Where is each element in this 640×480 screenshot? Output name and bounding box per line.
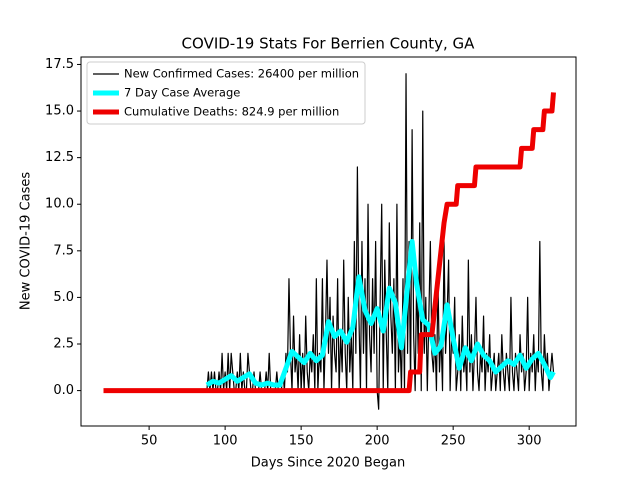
x-tick-label: 100 bbox=[213, 434, 238, 449]
legend-label: Cumulative Deaths: 824.9 per million bbox=[124, 105, 339, 119]
legend-label: 7 Day Case Average bbox=[124, 86, 240, 100]
y-tick-label: 0.0 bbox=[53, 383, 74, 398]
y-tick-label: 7.5 bbox=[53, 243, 74, 258]
x-tick-label: 300 bbox=[517, 434, 542, 449]
series-line bbox=[103, 92, 556, 394]
legend-frame bbox=[86, 61, 366, 125]
series-line bbox=[205, 239, 556, 388]
x-tick-label: 50 bbox=[141, 434, 158, 449]
axes-frame bbox=[80, 56, 577, 427]
y-tick-label: 2.5 bbox=[53, 337, 74, 352]
y-tick-label: 17.5 bbox=[45, 57, 74, 72]
chart-title: COVID-19 Stats For Berrien County, GA bbox=[182, 35, 476, 53]
legend-label: New Confirmed Cases: 26400 per million bbox=[124, 67, 359, 81]
y-tick-label: 10.0 bbox=[45, 197, 74, 212]
x-axis-label: Days Since 2020 Began bbox=[251, 456, 406, 471]
y-axis-label: New COVID-19 Cases bbox=[19, 172, 34, 310]
y-tick-label: 5.0 bbox=[53, 290, 74, 305]
x-tick-label: 200 bbox=[365, 434, 390, 449]
x-tick-label: 250 bbox=[441, 434, 466, 449]
y-tick-label: 12.5 bbox=[45, 150, 74, 165]
legend: New Confirmed Cases: 26400 per million 7 … bbox=[86, 61, 366, 125]
x-tick-label: 150 bbox=[289, 434, 314, 449]
y-tick-label: 15.0 bbox=[45, 104, 74, 119]
